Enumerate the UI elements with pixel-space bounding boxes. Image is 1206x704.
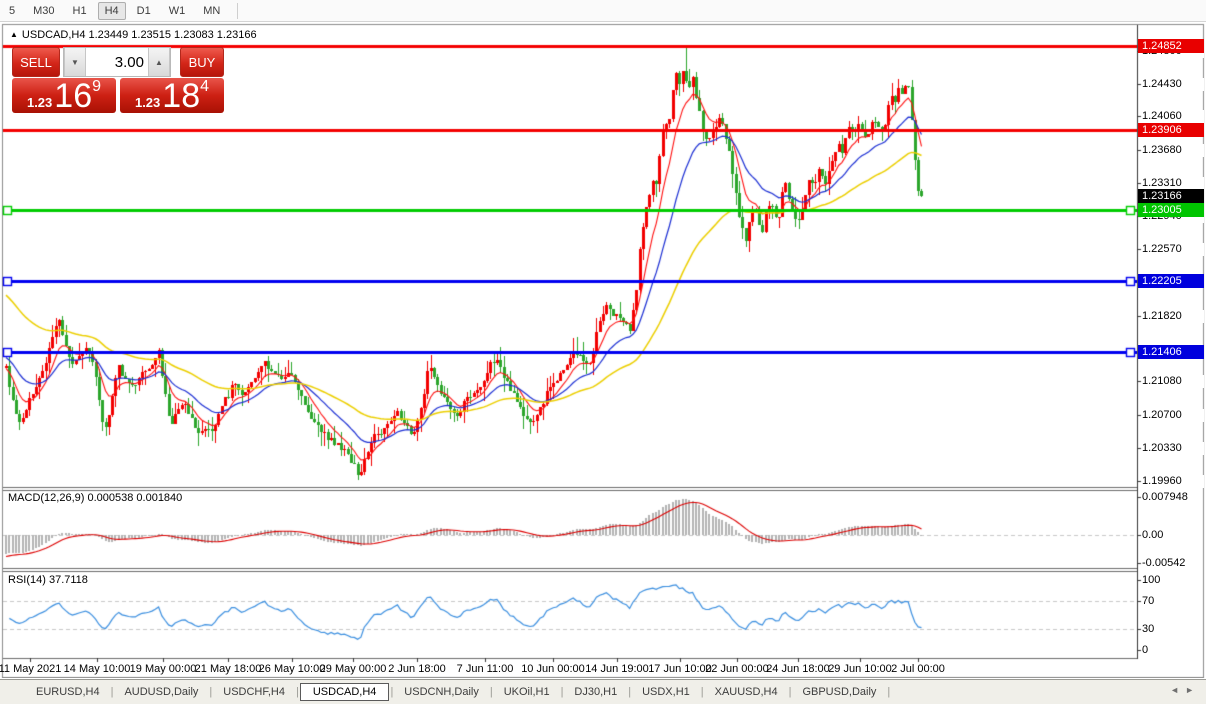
chart-tab-USDCNH-Daily[interactable]: USDCNH,Daily (404, 686, 479, 698)
y-axis-tick-label: 1.22570 (1142, 242, 1204, 256)
x-axis-label: 24 Jun 18:00 (766, 663, 830, 675)
tab-separator: | (887, 686, 891, 698)
y-axis-tick-label: 1.21820 (1142, 309, 1204, 323)
price-badge: 1.22205 (1138, 274, 1204, 289)
sell-price-sup: 9 (92, 78, 102, 95)
tab-separator: | (489, 686, 493, 698)
x-axis-label: 21 May 18:00 (194, 663, 262, 675)
chart-tab-USDCAD-H4[interactable]: USDCAD,H4 (299, 683, 390, 701)
price-badge: 1.23166 (1138, 188, 1204, 203)
sell-price-small: 1.23 (26, 95, 53, 110)
rsi-indicator-label: RSI(14) 37.7118 (8, 574, 88, 586)
volume-increase-button[interactable]: ▲ (148, 48, 170, 76)
x-axis-label: 11 May 2021 (0, 663, 62, 675)
sell-button[interactable]: SELL (12, 47, 60, 77)
panel-collapse-icon[interactable]: ▲ (10, 30, 18, 39)
x-axis-label: 7 Jun 11:00 (456, 663, 514, 675)
y-axis-tick-label: 1.23680 (1142, 144, 1204, 158)
ohlc-high: 1.23515 (131, 29, 172, 41)
chart-window: ▲ USDCAD,H4 1.23449 1.23515 1.23083 1.23166 S… (0, 22, 1206, 678)
chart-tab-bar: EURUSD,H4 | AUDUSD,Daily | USDCHF,H4 | USDCAD,… (0, 679, 1206, 704)
timeframe-button-D1[interactable]: D1 (136, 4, 151, 17)
tab-separator: | (560, 686, 564, 698)
tab-scroll-left-icon: ◄ (1170, 685, 1186, 695)
x-axis-label: 14 May 10:00 (63, 663, 131, 675)
chart-ohlc-title: ▲ USDCAD,H4 1.23449 1.23515 1.23083 1.23166 (10, 29, 260, 41)
y-axis-tick-label: 1.20330 (1142, 442, 1204, 456)
buy-price-display[interactable]: 1.23 18 4 (120, 78, 224, 113)
x-axis-label: 26 May 10:00 (258, 663, 326, 675)
ohlc-low: 1.23083 (174, 29, 214, 41)
chart-tab-USDCHF-H4[interactable]: USDCHF,H4 (223, 686, 285, 698)
chart-tab-XAUUSD-H4[interactable]: XAUUSD,H4 (714, 686, 778, 698)
chart-symbol-label: USDCAD,H4 (21, 29, 86, 41)
x-axis-label: 17 Jun 10:00 (648, 663, 712, 675)
y-axis-tick-label: 1.24430 (1142, 77, 1204, 91)
macd-axis-label: 0.00 (1142, 529, 1164, 541)
x-axis-label: 29 May 00:00 (319, 663, 387, 675)
y-axis-tick-label: 1.19960 (1142, 475, 1204, 488)
y-axis-tick-label: 1.24060 (1142, 110, 1204, 124)
x-axis-label: 19 May 00:00 (129, 663, 197, 675)
macd-axis-label: 0.007948 (1142, 491, 1188, 503)
chart-tab-EURUSD-H4[interactable]: EURUSD,H4 (36, 686, 100, 698)
chart-tab-USDX-H1[interactable]: USDX,H1 (642, 686, 690, 698)
tab-separator: | (628, 686, 632, 698)
x-axis-label: 14 Jun 19:00 (585, 663, 649, 675)
buy-price-sup: 4 (200, 78, 210, 95)
buy-button[interactable]: BUY (180, 47, 224, 77)
x-axis-label: 10 Jun 00:00 (521, 663, 585, 675)
sell-price-big: 16 (54, 77, 93, 115)
tab-separator: | (390, 686, 394, 698)
macd-indicator-label: MACD(12,26,9) 0.000538 0.001840 (8, 492, 183, 504)
tab-separator: | (700, 686, 704, 698)
rsi-axis-label: 30 (1142, 623, 1155, 635)
chart-tab-UKOil-H1[interactable]: UKOil,H1 (503, 686, 550, 698)
timeframe-button-H1[interactable]: H1 (72, 4, 87, 17)
macd-axis-label: -0.00542 (1142, 557, 1186, 569)
timeframe-button-5[interactable]: 5 (9, 4, 16, 17)
volume-input[interactable] (86, 48, 148, 76)
buy-price-small: 1.23 (134, 95, 161, 110)
price-badge: 1.21406 (1138, 345, 1204, 360)
tab-separator: | (788, 686, 792, 698)
price-badge: 1.23005 (1138, 203, 1204, 218)
chart-tab-GBPUSD-Daily[interactable]: GBPUSD,Daily (802, 686, 877, 698)
tab-separator: | (296, 686, 299, 698)
tab-separator: | (110, 686, 114, 698)
timeframe-toolbar: 5 M30 H1 H4 D1 W1 MN (0, 0, 1206, 22)
rsi-axis-label: 100 (1142, 574, 1161, 586)
sell-price-display[interactable]: 1.23 16 9 (12, 78, 116, 113)
ohlc-close: 1.23166 (216, 29, 257, 41)
price-chart-canvas[interactable] (0, 22, 1206, 678)
rsi-axis-label: 0 (1142, 644, 1149, 656)
x-axis-label: 2 Jun 18:00 (388, 663, 446, 675)
tab-scroll-right-icon: ► (1185, 685, 1200, 695)
volume-decrease-button[interactable]: ▼ (64, 48, 86, 76)
tab-separator: | (209, 686, 213, 698)
y-axis-tick-label: 1.20700 (1142, 409, 1204, 423)
timeframe-button-W1[interactable]: W1 (168, 4, 186, 17)
x-axis-label: 22 Jun 00:00 (705, 663, 769, 675)
volume-spinner: ▼ ▲ (63, 47, 171, 77)
x-axis-label: 2 Jul 00:00 (891, 663, 945, 675)
y-axis-tick-label: 1.21080 (1142, 375, 1204, 389)
y-axis-tick-label: 1.23310 (1142, 177, 1204, 191)
timeframe-button-H4[interactable]: H4 (97, 1, 126, 20)
chart-tab-DJ30-H1[interactable]: DJ30,H1 (574, 686, 618, 698)
ohlc-open: 1.23449 (88, 29, 129, 41)
toolbar-separator (237, 2, 239, 19)
price-badge: 1.24852 (1138, 39, 1204, 53)
buy-price-big: 18 (162, 77, 201, 115)
chart-tab-AUDUSD-Daily[interactable]: AUDUSD,Daily (124, 686, 199, 698)
price-badge: 1.23906 (1138, 123, 1204, 138)
tab-scroll-arrows[interactable]: ◄► (1170, 685, 1200, 695)
timeframe-button-M30[interactable]: M30 (33, 4, 55, 17)
rsi-axis-label: 70 (1142, 595, 1155, 607)
timeframe-button-MN[interactable]: MN (203, 4, 221, 17)
x-axis-label: 29 Jun 10:00 (828, 663, 892, 675)
